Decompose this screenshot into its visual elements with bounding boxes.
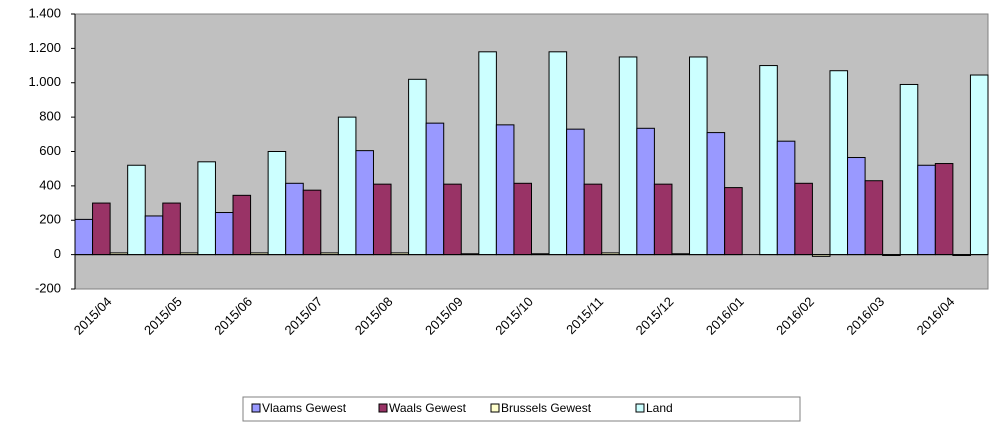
y-tick-label: 200 <box>39 212 61 227</box>
y-tick-label: 1.000 <box>28 74 61 89</box>
x-tick-label: 2015/04 <box>71 294 115 338</box>
x-tick-label: 2016/02 <box>773 294 817 338</box>
bar <box>706 132 726 256</box>
bar <box>759 65 778 256</box>
bar <box>214 212 234 256</box>
y-tick-label: 1.400 <box>28 5 61 20</box>
bar <box>724 187 743 256</box>
bar <box>653 183 673 256</box>
bar <box>636 127 655 256</box>
y-tick-label: 1.200 <box>28 40 61 55</box>
x-tick-label: 2015/07 <box>282 294 326 338</box>
y-tick-label: 400 <box>39 177 61 192</box>
bar <box>425 122 445 256</box>
x-tick-label: 2016/04 <box>914 294 958 338</box>
bar <box>285 182 304 256</box>
bar <box>267 151 287 256</box>
bar <box>689 56 708 256</box>
bar <box>443 183 462 256</box>
y-tick-label: 0 <box>54 246 61 261</box>
bar <box>618 56 638 256</box>
x-tick-label: 2015/10 <box>492 294 536 338</box>
x-tick-label: 2015/06 <box>211 294 255 338</box>
bar <box>794 182 813 256</box>
x-tick-label: 2015/12 <box>633 294 677 338</box>
bar <box>847 157 866 256</box>
legend <box>242 396 801 422</box>
y-tick-label: 600 <box>39 143 61 158</box>
legend-swatch <box>635 403 645 413</box>
bar <box>144 215 164 256</box>
bar <box>232 194 252 256</box>
bar <box>969 74 989 256</box>
legend-label: Land <box>646 401 673 415</box>
bar <box>829 70 849 256</box>
legend-label: Waals Gewest <box>389 401 467 415</box>
legend-swatch <box>378 403 388 413</box>
bar <box>337 116 357 256</box>
x-tick-label: 2015/09 <box>422 294 466 338</box>
y-tick-label: 800 <box>39 109 61 124</box>
bar <box>478 51 497 256</box>
x-tick-label: 2015/08 <box>352 294 396 338</box>
bar <box>162 202 181 256</box>
x-tick-label: 2016/01 <box>703 294 747 338</box>
bar <box>92 202 111 256</box>
bar <box>566 128 585 256</box>
bar <box>934 163 954 256</box>
y-tick-label: -200 <box>35 280 61 295</box>
x-tick-label: 2016/03 <box>843 294 887 338</box>
bar <box>917 164 936 256</box>
legend-swatch <box>490 403 500 413</box>
bar <box>302 189 322 256</box>
bar <box>197 161 216 256</box>
bar <box>899 83 919 256</box>
bar <box>495 124 515 256</box>
legend-swatch <box>251 403 261 413</box>
legend-label: Vlaams Gewest <box>262 401 347 415</box>
bar <box>548 51 568 256</box>
bar <box>127 164 146 256</box>
x-tick-label: 2015/05 <box>141 294 185 338</box>
bar <box>408 78 427 256</box>
bar <box>74 218 94 256</box>
bar <box>864 180 884 256</box>
x-tick-label: 2015/11 <box>563 294 606 337</box>
bar <box>513 182 533 256</box>
bar <box>355 150 374 256</box>
legend-label: Brussels Gewest <box>501 401 592 415</box>
bar <box>372 183 392 256</box>
bar <box>776 140 796 256</box>
bar <box>583 183 603 256</box>
